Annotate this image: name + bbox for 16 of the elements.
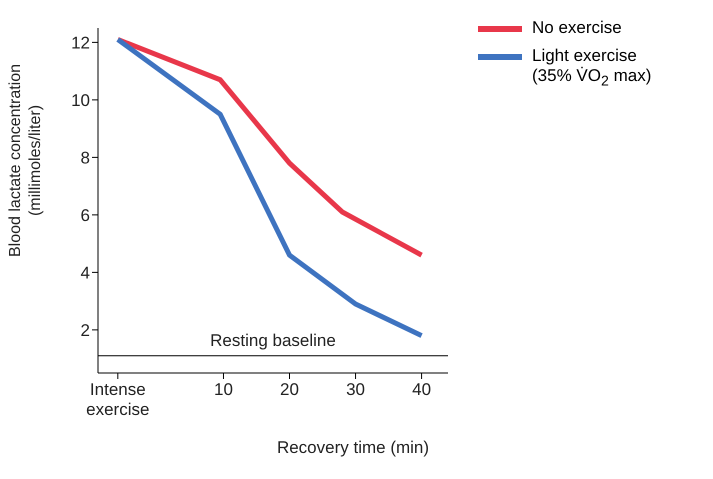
y-tick-label: 12 <box>71 33 90 52</box>
y-tick-label: 2 <box>80 320 90 340</box>
y-tick-label: 10 <box>71 90 90 110</box>
x-tick-label: 20 <box>280 380 299 399</box>
x-tick-label: 30 <box>346 380 366 399</box>
y-tick-label: 8 <box>80 148 90 168</box>
y-axis-title: Blood lactate concentration (millimoles/liter) <box>7 64 44 258</box>
legend-label: Light exercise (35% V̇O$_{2}$ max) <box>532 46 652 90</box>
y-tick-label: 6 <box>80 206 90 225</box>
legend-label: No exercise <box>532 18 622 38</box>
ref-line-label: Resting baseline <box>210 330 336 350</box>
x-tick-label: 10 <box>214 380 233 399</box>
x-tick-label: Intense exercise <box>86 380 150 419</box>
x-axis-title: Recovery time (min) <box>276 438 430 457</box>
x-tick-label: 40 <box>412 380 432 399</box>
y-tick-label: 4 <box>80 263 90 282</box>
